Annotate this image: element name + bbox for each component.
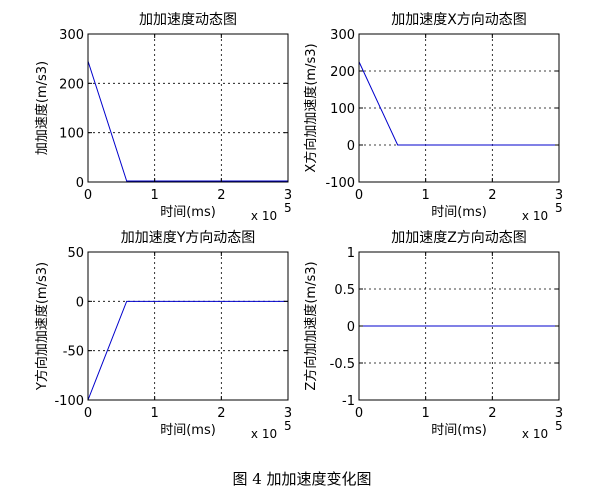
x-tick-label: 1 [151, 406, 159, 421]
x-tick-label: 3 [284, 188, 292, 203]
y-tick-label: -100 [325, 176, 355, 191]
y-tick-label: 200 [330, 65, 355, 80]
x-exponent-label: x 10 [522, 427, 548, 441]
y-tick-label: 300 [330, 28, 355, 43]
x-tick-label: 0 [355, 406, 363, 421]
x-tick-label: 3 [555, 406, 563, 421]
y-tick-label: 100 [59, 127, 84, 142]
y-tick-label: 0.5 [334, 283, 355, 298]
series-line-1 [358, 61, 559, 146]
chart-title: 加加速度Z方向动态图 [391, 230, 527, 246]
y-tick-label: 50 [67, 246, 84, 261]
x-tick-label: 2 [488, 188, 496, 203]
chart-title: 加加速度Y方向动态图 [121, 230, 256, 246]
y-tick-label: 200 [59, 77, 84, 92]
x-axis-label: 时间(ms) [431, 423, 487, 438]
chart-title: 加加速度X方向动态图 [391, 12, 527, 28]
x-tick-label: 0 [355, 188, 363, 203]
x-tick-label: 2 [217, 406, 225, 421]
axes-box [87, 33, 289, 183]
x-tick-label: 2 [217, 188, 225, 203]
x-axis-label: 时间(ms) [431, 205, 487, 220]
series-line-1 [87, 300, 288, 401]
x-exponent-label: x 10 [251, 427, 277, 441]
plot-area [88, 34, 288, 182]
x-exponent-label: x 10 [251, 209, 277, 223]
x-exponent-label: x 10 [522, 209, 548, 223]
x-tick-label: 3 [555, 188, 563, 203]
y-tick-label: 0 [76, 295, 84, 310]
x-tick-label: 2 [488, 406, 496, 421]
x-tick-label: 0 [84, 188, 92, 203]
figure-caption: 图 4 加加速度变化图 [232, 470, 372, 488]
axes-box [87, 251, 289, 401]
chart-title: 加加速度动态图 [139, 12, 237, 28]
series-line-1 [87, 60, 288, 182]
x-exponent-power: 5 [555, 201, 563, 215]
x-tick-label: 1 [151, 188, 159, 203]
y-tick-label: 0 [347, 139, 355, 154]
y-tick-label: -50 [63, 345, 84, 360]
y-axis-label: 加加速度(m/s3) [34, 61, 50, 155]
x-exponent-power: 5 [284, 201, 292, 215]
x-tick-label: 1 [422, 188, 430, 203]
y-tick-label: -100 [54, 394, 84, 409]
y-axis-label: Z方向加加速度(m/s3) [303, 261, 319, 390]
y-tick-label: 1 [347, 246, 355, 261]
x-tick-label: 1 [422, 406, 430, 421]
y-axis-label: Y方向加加速度(m/s3) [34, 262, 50, 391]
y-tick-label: 100 [330, 102, 355, 117]
y-tick-label: -0.5 [330, 357, 355, 372]
y-tick-label: 0 [347, 320, 355, 335]
y-axis-label: X方向加加速度(m/s3) [303, 43, 319, 172]
y-tick-label: 0 [76, 176, 84, 191]
x-tick-label: 0 [84, 406, 92, 421]
y-tick-label: -1 [342, 394, 355, 409]
x-axis-label: 时间(ms) [160, 205, 216, 220]
y-tick-label: 300 [59, 28, 84, 43]
plot-area [88, 252, 288, 400]
x-exponent-power: 5 [284, 419, 292, 433]
x-exponent-power: 5 [555, 419, 563, 433]
x-tick-label: 3 [284, 406, 292, 421]
x-axis-label: 时间(ms) [160, 423, 216, 438]
